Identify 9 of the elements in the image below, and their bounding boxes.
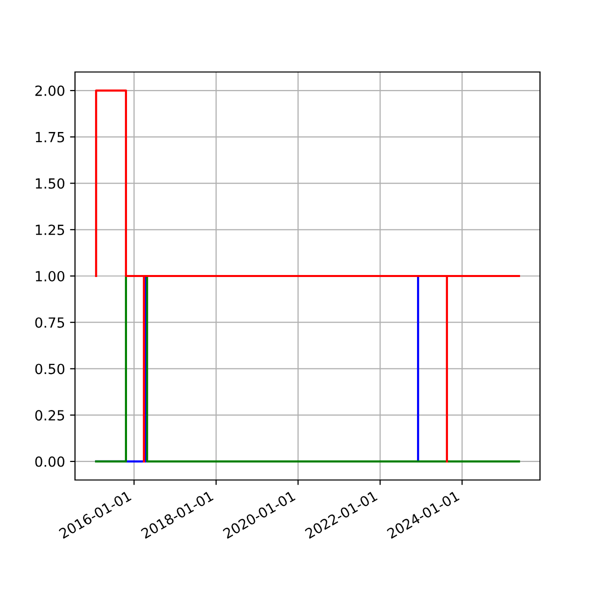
- y-tick-label: 1.50: [36, 178, 64, 189]
- y-tick-label: 0.00: [35, 456, 64, 467]
- y-tick-label: 1.00: [36, 270, 64, 282]
- y-tick-label: 0.75: [35, 317, 64, 328]
- y-tick-label: 1.75: [36, 132, 64, 142]
- y-tick-label: 2.00: [35, 86, 64, 96]
- y-tick-label: 0.25: [35, 410, 64, 421]
- y-tick-label: 0.50: [35, 364, 64, 374]
- y-tick-label: 1.25: [36, 224, 64, 236]
